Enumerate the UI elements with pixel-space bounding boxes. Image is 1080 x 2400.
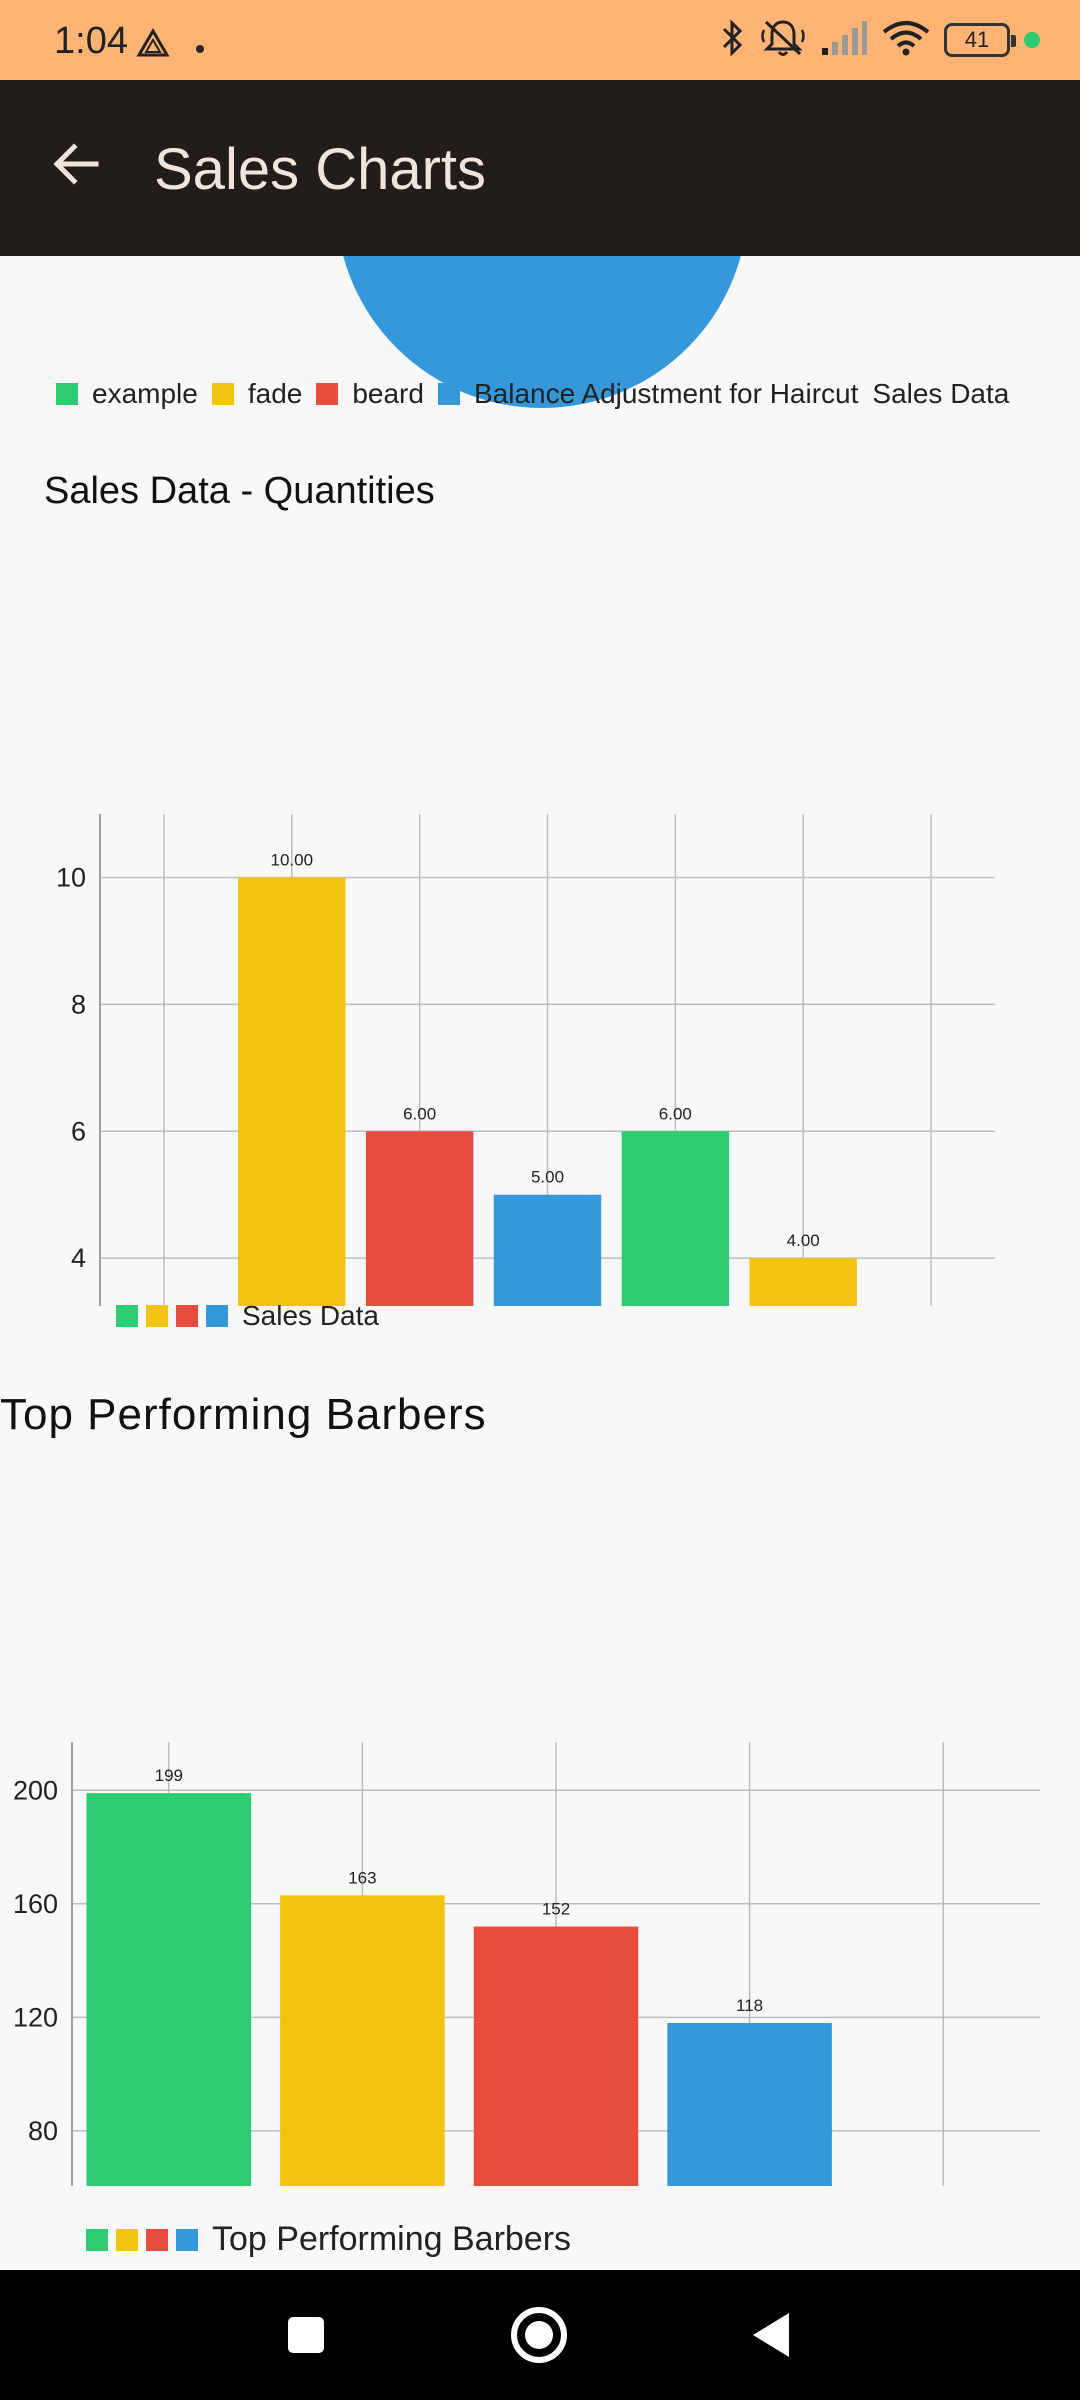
bar-value-label: 10.00: [271, 850, 314, 869]
y-tick-label: 6: [71, 1116, 86, 1146]
legend-swatch: [146, 1305, 168, 1327]
legend-item: fade: [211, 378, 303, 410]
legend-swatch: [316, 383, 339, 405]
system-nav-bar: [0, 2270, 1080, 2400]
legend-swatch: [56, 383, 78, 405]
sales-quantities-bar-chart: 02468101.00example10.00fade6.00beard5.00…: [56, 814, 995, 1306]
status-time: 1:04: [54, 20, 128, 62]
home-button[interactable]: [504, 2300, 574, 2370]
legend-label: beard: [352, 378, 424, 409]
bar-value-label: 5.00: [531, 1168, 564, 1187]
page-title: Sales Charts: [154, 137, 487, 202]
legend-label: example: [92, 378, 198, 409]
bar-value-label: 152: [542, 1900, 570, 1919]
wifi-icon: [882, 20, 930, 61]
chart-title-quantities: Sales Data - Quantities: [44, 470, 435, 512]
legend-swatch: [206, 1305, 228, 1327]
battery-icon: 41: [944, 23, 1016, 57]
y-tick-label: 200: [13, 1775, 58, 1805]
signal-icon: [820, 20, 868, 61]
status-icons: 41: [720, 18, 1040, 62]
legend-series-label: Sales Data: [872, 378, 1010, 409]
legend-item: Balance Adjustment for Haircut: [437, 378, 859, 410]
y-tick-label: 160: [13, 1889, 58, 1919]
legend-label: Balance Adjustment for Haircut: [473, 378, 859, 409]
bar-guilherme: [86, 1793, 252, 2186]
y-tick-label: 120: [13, 2002, 58, 2032]
bluetooth-icon: [720, 18, 746, 63]
status-bar: 1:04 41: [0, 0, 1080, 80]
drive-icon: [136, 28, 170, 63]
bar-otto: [473, 1926, 639, 2186]
recents-button[interactable]: [271, 2300, 341, 2370]
legend-swatch: [437, 383, 460, 405]
legend-swatch: [211, 383, 234, 405]
back-triangle-icon: [753, 2313, 789, 2357]
y-tick-label: 10: [56, 862, 86, 892]
bar-mu: [280, 1895, 445, 2186]
bar-beard: [365, 1131, 474, 1306]
notification-dot-icon: [196, 45, 204, 53]
legend-label: Sales Data: [242, 1300, 379, 1331]
legend-swatch: [176, 1305, 198, 1327]
legend-label: Top Performing Barbers: [212, 2220, 572, 2258]
charts-scroll-view[interactable]: example fade beard Balance Adjustment fo…: [0, 256, 1080, 2270]
bar-alex: [667, 2023, 832, 2186]
home-circle-icon: [511, 2307, 567, 2363]
bar-value-label: 4.00: [787, 1231, 820, 1250]
chart-title-barbers: Top Performing Barbers: [0, 1390, 487, 1439]
bar-balance-adjustment-for-haircut: [493, 1194, 602, 1306]
bar-value-label: 118: [736, 1996, 763, 2015]
legend-swatch: [176, 2228, 198, 2251]
y-tick-label: 8: [71, 989, 86, 1019]
battery-level: 41: [964, 27, 990, 52]
legend-item: beard: [316, 378, 424, 410]
back-nav-button[interactable]: [737, 2300, 807, 2370]
bar-value-label: 6.00: [403, 1104, 436, 1123]
y-tick-label: 80: [28, 2116, 58, 2146]
mute-icon: [760, 18, 806, 63]
bar-value-label: 199: [155, 1766, 183, 1785]
recents-square-icon: [288, 2317, 324, 2353]
legend-swatch: [116, 2228, 138, 2251]
bar-value-label: 6.00: [659, 1104, 692, 1123]
legend-swatch: [86, 2228, 108, 2251]
arrow-back-icon: [53, 143, 99, 185]
privacy-indicator-icon: [1024, 32, 1040, 48]
chart-legend-quantities: Sales Data: [116, 1300, 379, 1332]
back-button[interactable]: [40, 128, 112, 200]
legend-swatch: [116, 1305, 138, 1327]
legend-item: example: [56, 378, 198, 410]
legend-label: fade: [247, 378, 303, 409]
pie-chart-legend: example fade beard Balance Adjustment fo…: [56, 378, 1009, 410]
bar-value-label: 163: [348, 1868, 376, 1887]
y-tick-label: 4: [71, 1243, 86, 1273]
bar-gel: [749, 1258, 857, 1306]
bar-fade: [238, 877, 346, 1306]
top-barbers-bar-chart: 04080120160200199Guilherme163Mu152Otto11…: [13, 1742, 1040, 2186]
bar-wet-cut: [621, 1131, 730, 1306]
chart-legend-barbers: Top Performing Barbers: [86, 2220, 571, 2259]
legend-swatch: [146, 2228, 168, 2251]
app-bar: Sales Charts: [0, 80, 1080, 256]
